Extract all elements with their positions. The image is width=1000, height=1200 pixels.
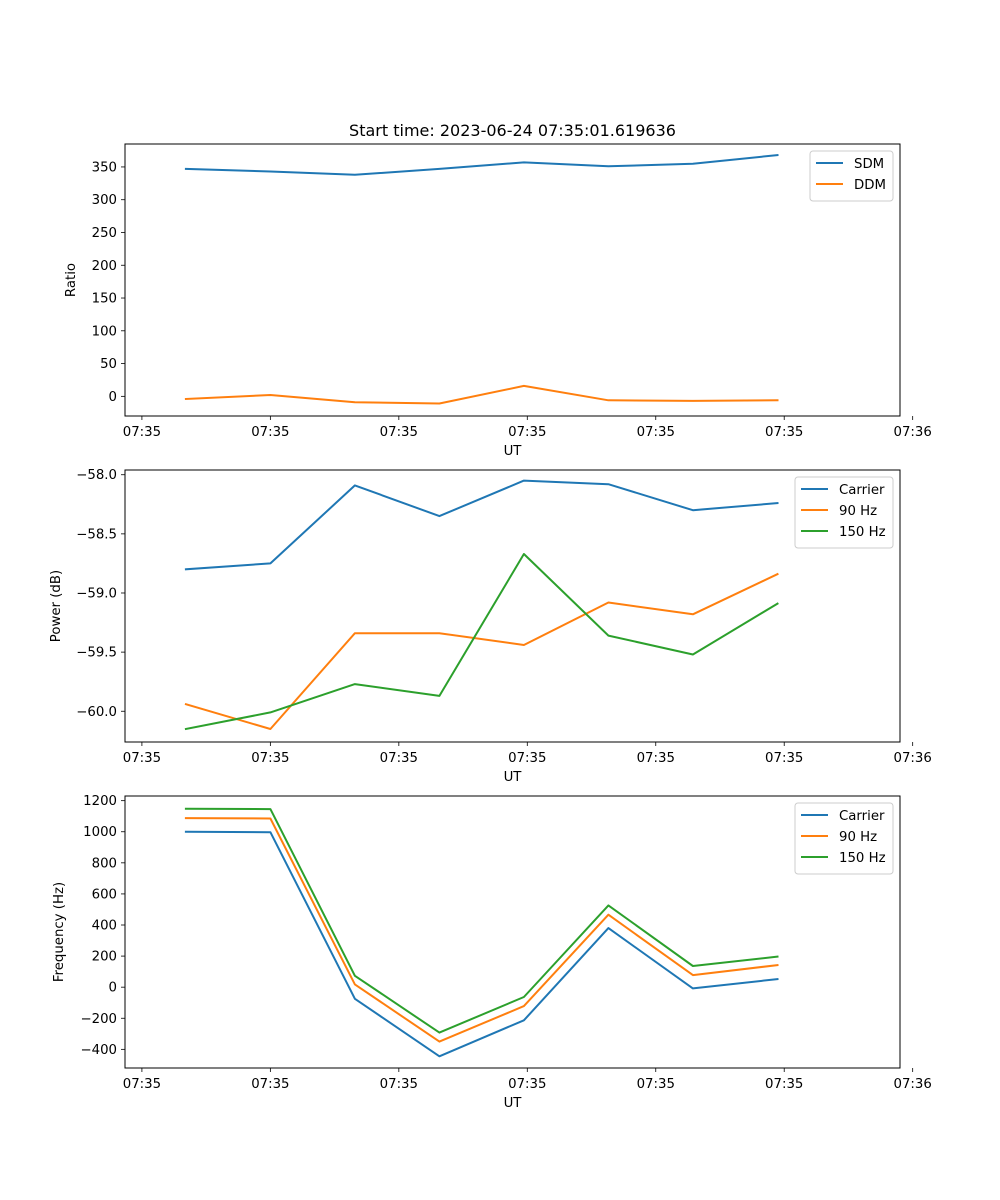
x-tick-label: 07:35 [765,751,803,766]
y-tick-label: 200 [92,950,117,965]
series-line-carrier [184,479,779,571]
figure-title: Start time: 2023-06-24 07:35:01.619636 [349,121,676,140]
legend-label: DDM [854,178,886,193]
y-tick-label: 100 [92,324,117,339]
axes-container: 07:35 07:35 07:35 07:35 07:35 07:35 07:36 0 50 10… [49,143,932,1111]
y-tick-label: 400 [92,919,117,934]
x-tick-label: 07:35 [123,751,161,766]
y-axis-label: Power (dB) [49,570,64,642]
y-tick-label: 200 [92,259,117,274]
legend-label: 90 Hz [839,504,877,519]
y-tick-label: −59.5 [76,646,117,661]
x-tick-label: 07:35 [508,1077,546,1092]
series-line-90-hz [184,572,779,730]
x-tick-label: 07:36 [894,1077,932,1092]
y-tick-label: 250 [92,226,117,241]
y-tick-label: 50 [100,357,117,372]
x-tick-label: 07:35 [380,751,418,766]
x-tick-label: 07:35 [637,751,675,766]
x-tick-label: 07:35 [251,751,289,766]
subplot-1: 07:35 07:35 07:35 07:35 07:35 07:35 07:36 0 50 10… [64,143,932,459]
x-tick-label: 07:35 [251,425,289,440]
x-tick-label: 07:35 [380,1077,418,1092]
y-axis-label: Ratio [64,263,79,297]
y-axis-label: Frequency (Hz) [52,882,67,982]
legend-label: SDM [854,157,884,172]
legend: Carrier 90 Hz 150 Hz [794,476,894,549]
x-tick-label: 07:35 [123,1077,161,1092]
series-line-90-hz [184,817,779,1043]
y-tick-label: −58.5 [76,527,117,542]
x-tick-label: 07:35 [765,1077,803,1092]
y-tick-label: −59.0 [76,586,117,601]
axes-frame [124,143,901,417]
legend-label: 150 Hz [839,525,886,540]
y-tick-label: 350 [92,160,117,175]
series-line-150-hz [184,807,779,1034]
series-line-sdm [184,154,779,176]
y-tick-label: 150 [92,292,117,307]
legend-label: 150 Hz [839,851,886,866]
legend-label: 90 Hz [839,830,877,845]
x-tick-label: 07:35 [508,751,546,766]
x-axis-label: UT [504,444,523,459]
series-line-150-hz [184,553,779,731]
x-axis-label: UT [504,770,523,785]
series-line-ddm [184,384,779,405]
x-tick-label: 07:35 [637,425,675,440]
x-tick-label: 07:36 [894,751,932,766]
y-tick-label: −400 [80,1043,117,1058]
legend-label: Carrier [839,483,885,498]
subplot-3: 07:35 07:35 07:35 07:35 07:35 07:35 07:36 −400 −… [52,794,932,1111]
legend: SDM DDM [809,150,894,202]
y-tick-label: 0 [109,981,117,996]
x-tick-label: 07:35 [508,425,546,440]
x-axis-label: UT [504,1096,523,1111]
y-tick-label: −200 [80,1012,117,1027]
legend: Carrier 90 Hz 150 Hz [794,802,894,875]
x-tick-label: 07:35 [380,425,418,440]
y-tick-label: 1200 [83,794,117,809]
y-tick-label: 300 [92,193,117,208]
x-tick-label: 07:35 [123,425,161,440]
y-tick-label: −58.0 [76,468,117,483]
y-tick-label: 1000 [83,825,117,840]
y-tick-label: 0 [109,390,117,405]
y-tick-label: −60.0 [76,705,117,720]
y-tick-label: 800 [92,856,117,871]
series-line-carrier [184,830,779,1058]
x-tick-label: 07:35 [251,1077,289,1092]
x-tick-label: 07:35 [637,1077,675,1092]
legend-label: Carrier [839,809,885,824]
x-tick-label: 07:36 [894,425,932,440]
subplot-2: 07:35 07:35 07:35 07:35 07:35 07:35 07:36 −60.0… [49,468,932,785]
axes-frame [124,795,901,1069]
x-tick-label: 07:35 [765,425,803,440]
axes-frame [124,469,901,743]
y-tick-label: 600 [92,887,117,902]
